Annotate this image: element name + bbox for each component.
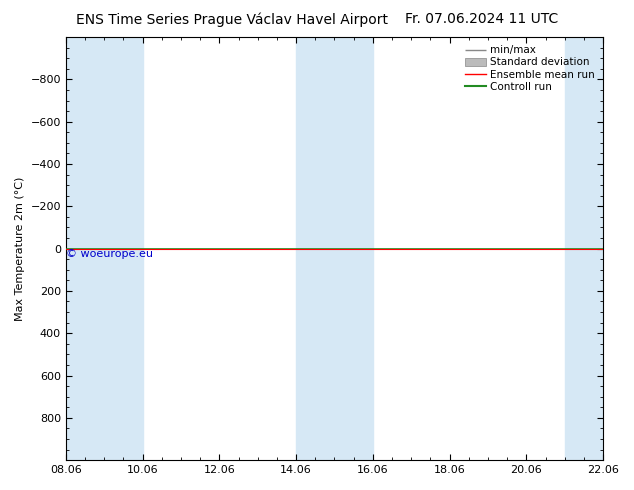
Text: Fr. 07.06.2024 11 UTC: Fr. 07.06.2024 11 UTC xyxy=(404,12,558,26)
Text: © woeurope.eu: © woeurope.eu xyxy=(67,248,153,259)
Bar xyxy=(565,37,603,460)
Bar xyxy=(296,37,373,460)
Legend: min/max, Standard deviation, Ensemble mean run, Controll run: min/max, Standard deviation, Ensemble me… xyxy=(462,42,598,95)
Text: ENS Time Series Prague Václav Havel Airport: ENS Time Series Prague Václav Havel Airp… xyxy=(76,12,388,27)
Bar xyxy=(66,37,143,460)
Y-axis label: Max Temperature 2m (°C): Max Temperature 2m (°C) xyxy=(15,176,25,321)
